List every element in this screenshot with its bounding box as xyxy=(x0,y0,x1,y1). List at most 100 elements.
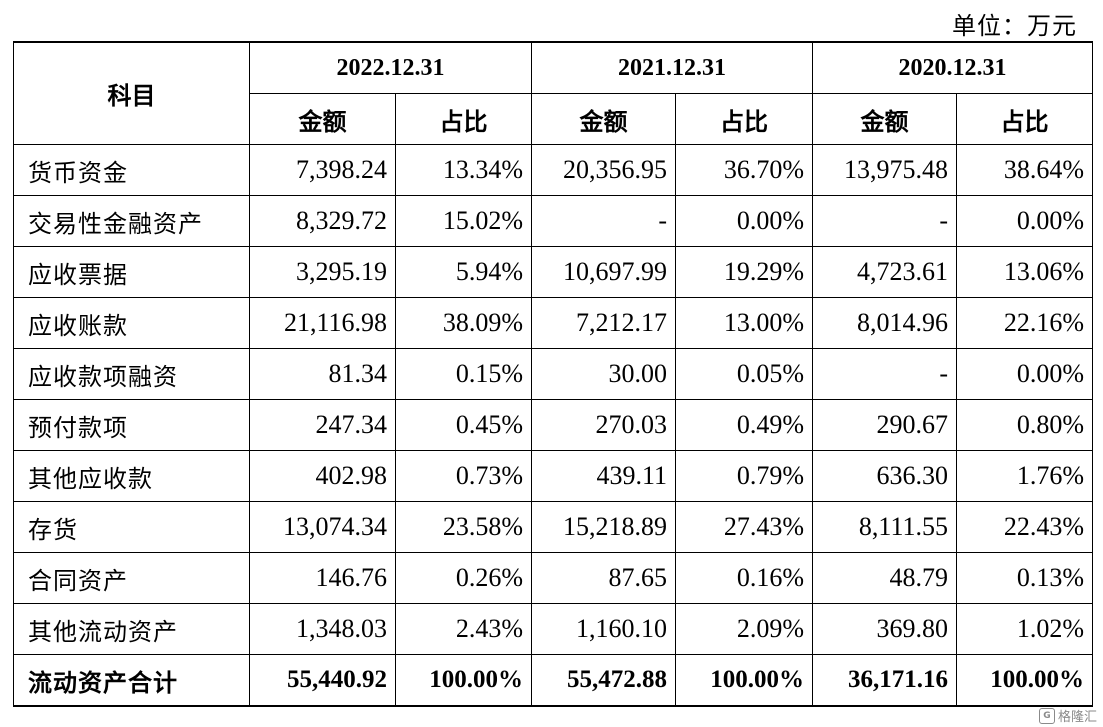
ratio-2022-cell: 5.94% xyxy=(395,246,532,298)
row-label: 存货 xyxy=(13,501,250,553)
amount-2022-cell: 146.76 xyxy=(249,552,396,604)
ratio-2021-cell: 0.16% xyxy=(675,552,813,604)
ratio-2021-cell: 2.09% xyxy=(675,603,813,655)
ratio-2021-cell: 19.29% xyxy=(675,246,813,298)
total-row: 流动资产合计 55,440.92 100.00% 55,472.88 100.00% 36… xyxy=(13,654,1093,707)
gelonghui-logo-icon: G xyxy=(1038,707,1055,724)
amount-2021-cell: 1,160.10 xyxy=(531,603,676,655)
amount-2022-cell: 81.34 xyxy=(249,348,396,400)
amount-2020-cell: 8,014.96 xyxy=(812,297,957,349)
amount-header: 金额 xyxy=(531,93,676,145)
amount-2020-cell: 636.30 xyxy=(812,450,957,502)
current-assets-table: 科目 2022.12.31 2021.12.31 2020.12.31 金额 占… xyxy=(13,41,1093,707)
ratio-2022-cell: 0.73% xyxy=(395,450,532,502)
row-label: 货币资金 xyxy=(13,144,250,196)
ratio-2020-cell: 22.16% xyxy=(956,297,1093,349)
period-header-2022: 2022.12.31 xyxy=(249,41,532,94)
period-header-2020: 2020.12.31 xyxy=(812,41,1093,94)
ratio-2020-cell: 1.76% xyxy=(956,450,1093,502)
ratio-header: 占比 xyxy=(395,93,532,145)
amount-2022-cell: 21,116.98 xyxy=(249,297,396,349)
ratio-2020-cell: 1.02% xyxy=(956,603,1093,655)
ratio-2021-cell: 13.00% xyxy=(675,297,813,349)
row-label: 流动资产合计 xyxy=(13,654,250,707)
row-label: 应收款项融资 xyxy=(13,348,250,400)
row-label: 应收账款 xyxy=(13,297,250,349)
row-label: 预付款项 xyxy=(13,399,250,451)
table-row: 存货 13,074.34 23.58% 15,218.89 27.43% 8,111.55… xyxy=(13,501,1093,553)
amount-2022-cell: 402.98 xyxy=(249,450,396,502)
ratio-2022-cell: 15.02% xyxy=(395,195,532,247)
amount-2022-cell: 7,398.24 xyxy=(249,144,396,196)
row-label: 其他流动资产 xyxy=(13,603,250,655)
ratio-2020-cell: 100.00% xyxy=(956,654,1093,707)
ratio-2022-cell: 38.09% xyxy=(395,297,532,349)
amount-2021-cell: 10,697.99 xyxy=(531,246,676,298)
period-header-2021: 2021.12.31 xyxy=(531,41,813,94)
row-label: 交易性金融资产 xyxy=(13,195,250,247)
ratio-header: 占比 xyxy=(675,93,813,145)
amount-2022-cell: 3,295.19 xyxy=(249,246,396,298)
ratio-2020-cell: 0.00% xyxy=(956,195,1093,247)
table-body: 货币资金 7,398.24 13.34% 20,356.95 36.70% 13,975.… xyxy=(13,144,1093,707)
ratio-2021-cell: 36.70% xyxy=(675,144,813,196)
table-row: 货币资金 7,398.24 13.34% 20,356.95 36.70% 13,975.… xyxy=(13,144,1093,196)
table-row: 预付款项 247.34 0.45% 270.03 0.49% 290.67 0.80% xyxy=(13,399,1093,451)
amount-2021-cell: 15,218.89 xyxy=(531,501,676,553)
ratio-2021-cell: 0.79% xyxy=(675,450,813,502)
ratio-2022-cell: 23.58% xyxy=(395,501,532,553)
amount-2022-cell: 55,440.92 xyxy=(249,654,396,707)
amount-header: 金额 xyxy=(812,93,957,145)
amount-2021-cell: - xyxy=(531,195,676,247)
amount-2021-cell: 7,212.17 xyxy=(531,297,676,349)
ratio-2022-cell: 13.34% xyxy=(395,144,532,196)
table-row: 应收票据 3,295.19 5.94% 10,697.99 19.29% 4,723.61… xyxy=(13,246,1093,298)
ratio-2022-cell: 2.43% xyxy=(395,603,532,655)
amount-2020-cell: - xyxy=(812,348,957,400)
table-row: 合同资产 146.76 0.26% 87.65 0.16% 48.79 0.13% xyxy=(13,552,1093,604)
row-label: 其他应收款 xyxy=(13,450,250,502)
amount-2020-cell: 48.79 xyxy=(812,552,957,604)
watermark: G 格隆汇 xyxy=(1038,706,1097,725)
ratio-2021-cell: 27.43% xyxy=(675,501,813,553)
row-label: 应收票据 xyxy=(13,246,250,298)
ratio-2021-cell: 0.05% xyxy=(675,348,813,400)
ratio-2022-cell: 0.26% xyxy=(395,552,532,604)
table-row: 应收款项融资 81.34 0.15% 30.00 0.05% -0.00% xyxy=(13,348,1093,400)
ratio-2020-cell: 38.64% xyxy=(956,144,1093,196)
amount-2020-cell: 13,975.48 xyxy=(812,144,957,196)
table-row: 其他流动资产 1,348.03 2.43% 1,160.10 2.09% 369.80 1.… xyxy=(13,603,1093,655)
amount-2021-cell: 30.00 xyxy=(531,348,676,400)
amount-2022-cell: 247.34 xyxy=(249,399,396,451)
row-label: 合同资产 xyxy=(13,552,250,604)
amount-2022-cell: 1,348.03 xyxy=(249,603,396,655)
ratio-2022-cell: 0.45% xyxy=(395,399,532,451)
amount-2021-cell: 55,472.88 xyxy=(531,654,676,707)
amount-2022-cell: 8,329.72 xyxy=(249,195,396,247)
amount-header: 金额 xyxy=(249,93,396,145)
amount-2021-cell: 439.11 xyxy=(531,450,676,502)
subject-header: 科目 xyxy=(13,41,250,145)
ratio-2021-cell: 0.00% xyxy=(675,195,813,247)
ratio-header: 占比 xyxy=(956,93,1093,145)
unit-note: 单位：万元 xyxy=(952,12,1077,40)
amount-2020-cell: - xyxy=(812,195,957,247)
table-row: 其他应收款 402.98 0.73% 439.11 0.79% 636.30 1.76% xyxy=(13,450,1093,502)
table-row: 交易性金融资产 8,329.72 15.02% -0.00% -0.00% xyxy=(13,195,1093,247)
amount-2020-cell: 290.67 xyxy=(812,399,957,451)
ratio-2022-cell: 0.15% xyxy=(395,348,532,400)
ratio-2020-cell: 0.00% xyxy=(956,348,1093,400)
amount-2021-cell: 270.03 xyxy=(531,399,676,451)
amount-2020-cell: 4,723.61 xyxy=(812,246,957,298)
ratio-2021-cell: 100.00% xyxy=(675,654,813,707)
amount-2022-cell: 13,074.34 xyxy=(249,501,396,553)
amount-2021-cell: 20,356.95 xyxy=(531,144,676,196)
table-row: 应收账款 21,116.98 38.09% 7,212.17 13.00% 8,014.9… xyxy=(13,297,1093,349)
ratio-2020-cell: 0.13% xyxy=(956,552,1093,604)
amount-2020-cell: 36,171.16 xyxy=(812,654,957,707)
ratio-2021-cell: 0.49% xyxy=(675,399,813,451)
amount-2021-cell: 87.65 xyxy=(531,552,676,604)
header-row-periods: 科目 2022.12.31 2021.12.31 2020.12.31 xyxy=(13,41,1093,145)
amount-2020-cell: 8,111.55 xyxy=(812,501,957,553)
ratio-2020-cell: 22.43% xyxy=(956,501,1093,553)
